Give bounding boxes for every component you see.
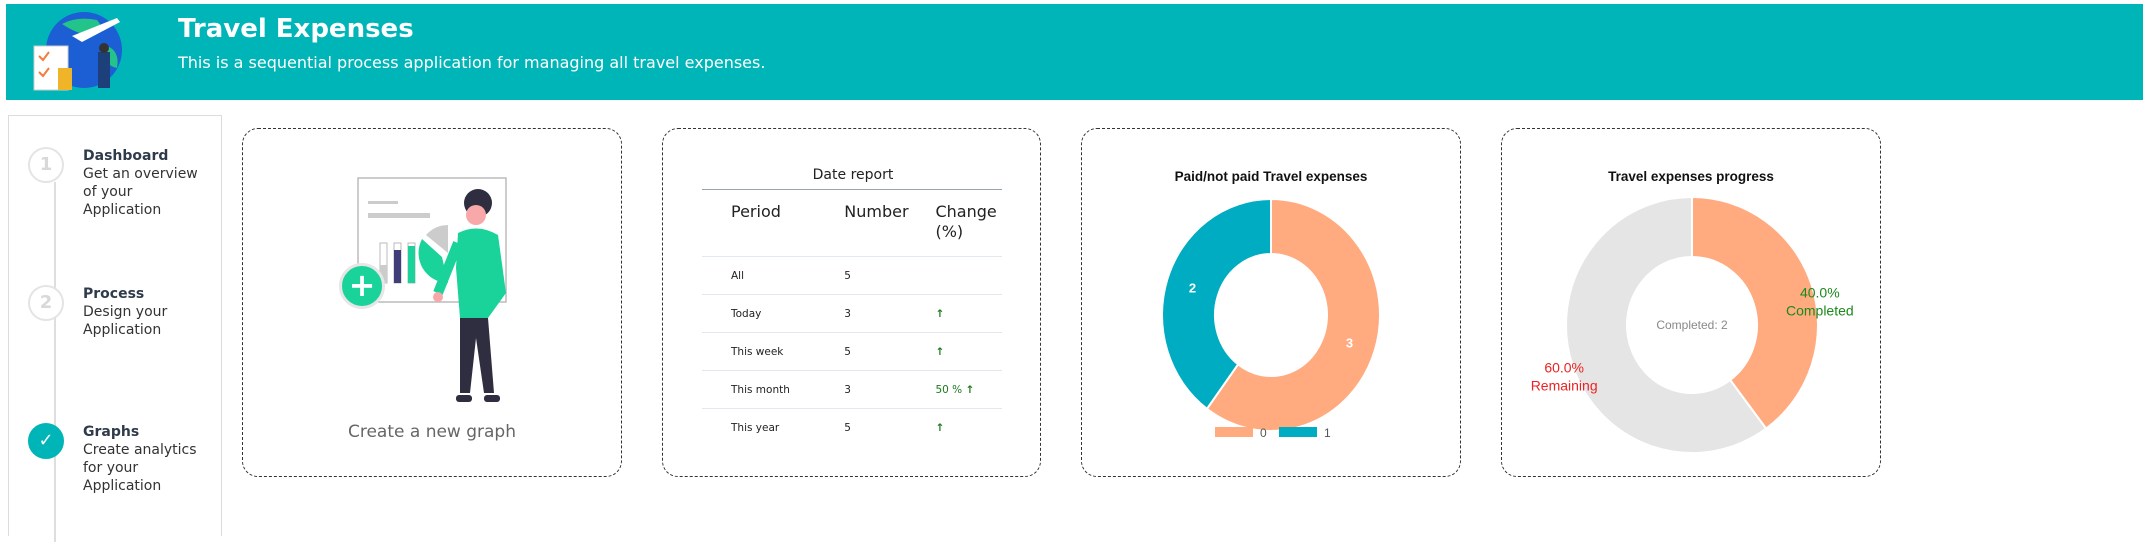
cell-change: 50 % ↑ (935, 370, 1002, 409)
travel-logo-illustration (33, 12, 122, 91)
cell-number: 3 (844, 370, 936, 409)
change-value: 50 % (935, 384, 963, 396)
app-header (6, 4, 2143, 100)
process-steps-sidebar: 1 Dashboard Get an overview of your Appl… (8, 115, 223, 542)
step-process[interactable]: Process Design your Application (83, 285, 223, 339)
step-desc: Application (83, 202, 162, 218)
cell-period: This month (702, 370, 845, 409)
column-header-period: Period (731, 202, 781, 221)
date-report-scroll-area[interactable]: Date report Period Number Change (%) All… (663, 129, 1040, 460)
table-header-row: Period Number Change (%) (702, 190, 1002, 257)
step-1-circle[interactable]: 1 (28, 147, 64, 183)
progress-chart-card: Travel expenses progress 40.0% Completed 6… (1501, 128, 1881, 477)
table-row: This month 3 50 % ↑ (702, 370, 1002, 409)
paid-donut-chart: 3 2 0 1 (1161, 197, 1381, 440)
donut-slice-completed[interactable] (1691, 195, 1819, 430)
data-label: 3 (1346, 335, 1353, 350)
data-label: 40.0% (1800, 284, 1840, 300)
cell-change: ↑ (935, 408, 1002, 446)
data-label: 2 (1189, 281, 1196, 296)
create-graph-label[interactable]: Create a new graph (347, 422, 517, 442)
donut-slice-1[interactable] (1161, 197, 1272, 411)
table-row: Today 3 ↑ (702, 294, 1002, 333)
plus-icon[interactable]: + (339, 263, 385, 309)
category-label: Remaining (1531, 378, 1598, 394)
arrow-up-icon: ↑ (935, 346, 945, 358)
legend-swatch[interactable] (1215, 427, 1253, 437)
chart-title: Paid/not paid Travel expenses (1174, 169, 1368, 184)
paid-chart-card: Paid/not paid Travel expenses 3 2 0 1 (1081, 128, 1461, 477)
table-row: All 5 (702, 256, 1002, 295)
legend-swatch[interactable] (1279, 427, 1317, 437)
arrow-up-icon: ↑ (965, 384, 975, 396)
page-title: Travel Expenses (178, 14, 414, 44)
donut-slice-0[interactable] (1205, 197, 1381, 432)
chart-title: Travel expenses progress (1608, 169, 1774, 184)
cell-period: This year (702, 408, 845, 446)
step-title: Graphs (83, 424, 140, 440)
page-subtitle: This is a sequential process application… (178, 53, 766, 72)
step-desc: Create analytics (83, 442, 197, 458)
progress-donut-chart: 40.0% Completed 60.0% Remaining Completed: 2 (1531, 195, 1854, 454)
step-title: Process (83, 286, 145, 302)
check-icon[interactable]: ✓ (28, 423, 64, 459)
cell-number: 5 (844, 408, 936, 446)
step-desc: Application (83, 478, 162, 494)
cell-number: 5 (844, 256, 936, 295)
cell-number: 3 (844, 294, 936, 333)
column-header-number: Number (844, 202, 909, 221)
step-desc: for your (83, 460, 139, 476)
date-report-title: Date report (812, 167, 894, 183)
step-desc: of your (83, 184, 133, 200)
arrow-up-icon: ↑ (935, 308, 945, 320)
table-row: This year 5 ↑ (702, 408, 1002, 446)
step-dashboard[interactable]: Dashboard Get an overview of your Applic… (83, 147, 223, 219)
table-row: This week 5 ↑ (702, 332, 1002, 371)
cell-period: All (702, 256, 845, 295)
steps-connector-line (54, 182, 56, 542)
legend-label[interactable]: 0 (1260, 426, 1267, 440)
step-title: Dashboard (83, 148, 169, 164)
legend-label[interactable]: 1 (1324, 426, 1331, 440)
center-label: Completed: 2 (1656, 318, 1728, 332)
step-desc: Design your (83, 304, 168, 320)
cell-number: 5 (844, 332, 936, 371)
cell-change: ↑ (935, 332, 1002, 371)
donut-slice-remaining[interactable] (1565, 195, 1768, 454)
date-report-card: Date report Period Number Change (%) All… (662, 128, 1041, 477)
data-label: 60.0% (1544, 360, 1584, 376)
cell-change (935, 256, 1002, 295)
create-graph-card[interactable]: + Create a new graph (242, 128, 622, 477)
cell-change: ↑ (935, 294, 1002, 333)
step-desc: Get an overview (83, 166, 198, 182)
step-graphs[interactable]: Graphs Create analytics for your Applica… (83, 423, 223, 495)
cell-period: Today (702, 294, 845, 333)
step-desc: Application (83, 322, 162, 338)
step-2-circle[interactable]: 2 (28, 285, 64, 321)
column-header-change: Change (%) (935, 202, 997, 241)
arrow-up-icon: ↑ (935, 422, 945, 434)
cell-period: This week (702, 332, 845, 371)
date-report-table: Period Number Change (%) All 5 Today 3 ↑… (702, 189, 1002, 446)
category-label: Completed (1786, 302, 1854, 318)
